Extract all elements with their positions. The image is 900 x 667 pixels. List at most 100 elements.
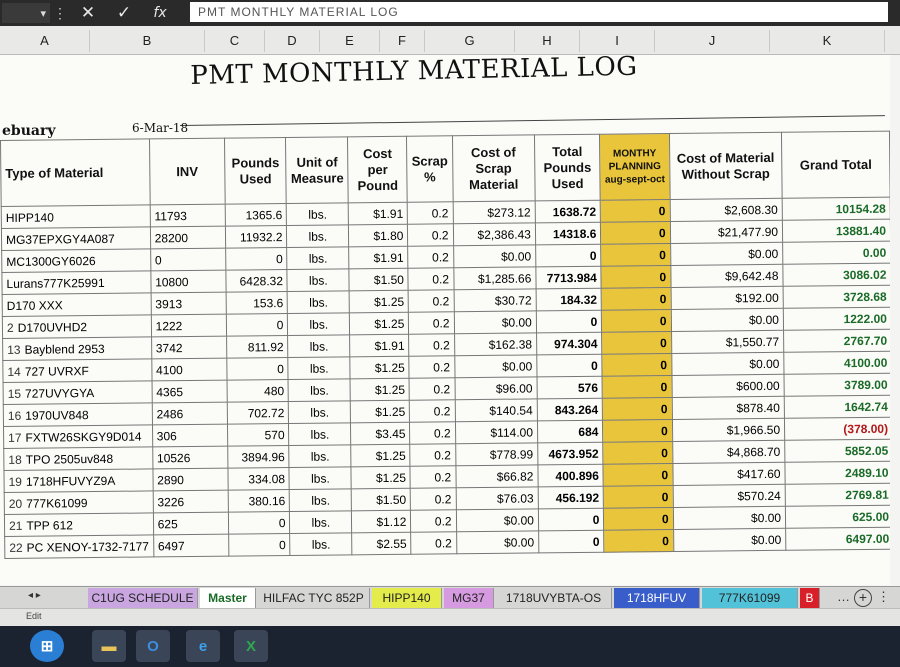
- column-header-g[interactable]: G: [425, 30, 515, 52]
- cell-inv[interactable]: 10526: [152, 446, 228, 469]
- cell-inv[interactable]: 2890: [152, 468, 229, 491]
- column-header-c[interactable]: C: [205, 30, 265, 52]
- header-monthly-planning[interactable]: MONTHY PLANNING aug-sept-oct: [599, 133, 670, 201]
- cell-scrap-percent[interactable]: 0.2: [409, 399, 456, 423]
- cell-unit-of-measure[interactable]: lbs.: [289, 444, 352, 468]
- header-cost-without-scrap[interactable]: Cost of Material Without Scrap: [669, 132, 783, 200]
- sheet-tab[interactable]: C1UG SCHEDULE: [88, 588, 198, 608]
- cell-pounds-used[interactable]: 153.6: [226, 291, 288, 315]
- cell-grand-total[interactable]: 4100.00: [783, 351, 890, 375]
- cell-inv[interactable]: 3913: [150, 292, 227, 315]
- cell-monthly-planning[interactable]: 0: [602, 375, 672, 399]
- date-cell[interactable]: 6-Mar-18: [132, 121, 189, 135]
- cell-cost-of-scrap[interactable]: $140.54: [454, 398, 538, 422]
- cell-material-type[interactable]: D170 XXX: [2, 292, 151, 317]
- cell-cost-of-scrap[interactable]: $0.00: [453, 244, 536, 268]
- sheet-options-icon[interactable]: ⋮: [877, 589, 890, 604]
- more-options-icon[interactable]: ⋮: [53, 4, 67, 21]
- cell-cost-without-scrap[interactable]: $600.00: [671, 374, 785, 398]
- outlook-icon[interactable]: O: [136, 630, 170, 662]
- cell-cost-of-scrap[interactable]: $0.00: [456, 530, 539, 554]
- cell-scrap-percent[interactable]: 0.2: [408, 333, 455, 357]
- sheet-tab[interactable]: MG37: [444, 588, 494, 608]
- cell-monthly-planning[interactable]: 0: [603, 485, 674, 509]
- column-header-i[interactable]: I: [580, 30, 655, 52]
- cell-cost-per-pound[interactable]: $1.25: [350, 356, 410, 379]
- cell-scrap-percent[interactable]: 0.2: [410, 487, 456, 511]
- sheet-tab[interactable]: 777K61099: [702, 588, 798, 608]
- cell-pounds-used[interactable]: 6428.32: [225, 269, 288, 293]
- cell-grand-total[interactable]: 6497.00: [785, 527, 890, 551]
- cell-inv[interactable]: 11793: [149, 204, 226, 227]
- add-sheet-icon[interactable]: +: [854, 589, 872, 607]
- cell-monthly-planning[interactable]: 0: [601, 265, 671, 289]
- cell-cost-of-scrap[interactable]: $273.12: [452, 200, 536, 224]
- cell-cost-of-scrap[interactable]: $162.38: [454, 332, 537, 356]
- worksheet-grid[interactable]: PMT MONTHLY MATERIAL LOG ebuary 6-Mar-18…: [0, 55, 890, 585]
- cell-cost-of-scrap[interactable]: $1,285.66: [453, 266, 536, 290]
- cell-cost-per-pound[interactable]: $1.80: [348, 224, 409, 247]
- cell-material-type[interactable]: 22 PC XENOY-1732-7177: [4, 534, 154, 559]
- cell-cost-without-scrap[interactable]: $0.00: [671, 352, 785, 376]
- cell-inv[interactable]: 28200: [150, 226, 226, 249]
- cell-cost-of-scrap[interactable]: $2,386.43: [452, 222, 536, 246]
- cell-grand-total[interactable]: 13881.40: [782, 219, 890, 243]
- cell-monthly-planning[interactable]: 0: [603, 507, 674, 531]
- cell-unit-of-measure[interactable]: lbs.: [287, 246, 350, 270]
- cell-inv[interactable]: 6497: [153, 534, 229, 557]
- header-grand-total[interactable]: Grand Total: [781, 131, 890, 199]
- cell-cost-without-scrap[interactable]: $4,868.70: [672, 440, 785, 464]
- cell-cost-of-scrap[interactable]: $30.72: [453, 288, 537, 312]
- cell-monthly-planning[interactable]: 0: [601, 331, 672, 355]
- cell-scrap-percent[interactable]: 0.2: [408, 289, 454, 313]
- cell-scrap-percent[interactable]: 0.2: [408, 311, 455, 335]
- cell-monthly-planning[interactable]: 0: [600, 199, 671, 223]
- name-box[interactable]: ▾: [2, 3, 50, 23]
- header-type-of-material[interactable]: Type of Material: [0, 138, 150, 207]
- cell-monthly-planning[interactable]: 0: [601, 309, 672, 333]
- cell-cost-of-scrap[interactable]: $0.00: [453, 310, 537, 334]
- cell-total-pounds[interactable]: 0: [535, 244, 602, 267]
- cell-scrap-percent[interactable]: 0.2: [407, 223, 454, 247]
- cell-inv[interactable]: 625: [153, 512, 229, 535]
- cell-grand-total[interactable]: 3789.00: [784, 373, 890, 397]
- internet-explorer-icon[interactable]: e: [186, 630, 220, 662]
- cell-cost-without-scrap[interactable]: $0.00: [670, 308, 784, 332]
- cell-cost-per-pound[interactable]: $1.12: [351, 510, 412, 533]
- cell-inv[interactable]: 2486: [151, 402, 228, 425]
- file-explorer-icon[interactable]: ▬: [92, 630, 126, 662]
- cell-material-type[interactable]: 20 777K61099: [4, 490, 154, 515]
- cell-pounds-used[interactable]: 0: [226, 357, 289, 381]
- cell-grand-total[interactable]: 5852.05: [784, 439, 890, 463]
- cell-cost-per-pound[interactable]: $1.25: [351, 466, 411, 489]
- cell-total-pounds[interactable]: 184.32: [535, 288, 602, 311]
- cell-scrap-percent[interactable]: 0.2: [409, 421, 456, 445]
- cell-monthly-planning[interactable]: 0: [603, 529, 674, 553]
- formula-input[interactable]: PMT MONTHLY MATERIAL LOG: [190, 2, 888, 22]
- sheet-tab[interactable]: 1718UVYBTA-OS: [496, 588, 612, 608]
- cell-scrap-percent[interactable]: 0.2: [409, 355, 455, 379]
- cell-total-pounds[interactable]: 1638.72: [535, 200, 601, 223]
- cell-inv[interactable]: 3226: [152, 490, 229, 513]
- header-total-pounds[interactable]: Total Pounds Used: [534, 134, 601, 201]
- cell-monthly-planning[interactable]: 0: [603, 463, 673, 487]
- column-header-b[interactable]: B: [90, 30, 205, 52]
- cell-total-pounds[interactable]: 0: [538, 508, 604, 531]
- cell-pounds-used[interactable]: 1365.6: [225, 203, 287, 227]
- cell-scrap-percent[interactable]: 0.2: [407, 201, 453, 225]
- cell-pounds-used[interactable]: 334.08: [227, 467, 290, 491]
- chevron-down-icon[interactable]: ▾: [40, 7, 46, 20]
- cell-grand-total[interactable]: 625.00: [785, 505, 890, 529]
- cell-grand-total[interactable]: 2767.70: [783, 329, 890, 353]
- sheet-tab[interactable]: HIPP140: [372, 588, 442, 608]
- cell-material-type[interactable]: 16 1970UV848: [3, 402, 153, 427]
- cell-cost-of-scrap[interactable]: $66.82: [455, 464, 539, 488]
- cell-cost-per-pound[interactable]: $1.91: [348, 202, 408, 225]
- cell-material-type[interactable]: MC1300GY6026: [1, 248, 151, 273]
- cell-material-type[interactable]: MG37EPXGY4A087: [1, 226, 151, 251]
- header-pounds-used[interactable]: Pounds Used: [224, 137, 287, 205]
- cell-cost-without-scrap[interactable]: $0.00: [673, 506, 786, 530]
- cell-pounds-used[interactable]: 702.72: [227, 401, 289, 425]
- cell-inv[interactable]: 3742: [151, 336, 227, 359]
- cell-material-type[interactable]: 2 D170UVHD2: [2, 314, 152, 339]
